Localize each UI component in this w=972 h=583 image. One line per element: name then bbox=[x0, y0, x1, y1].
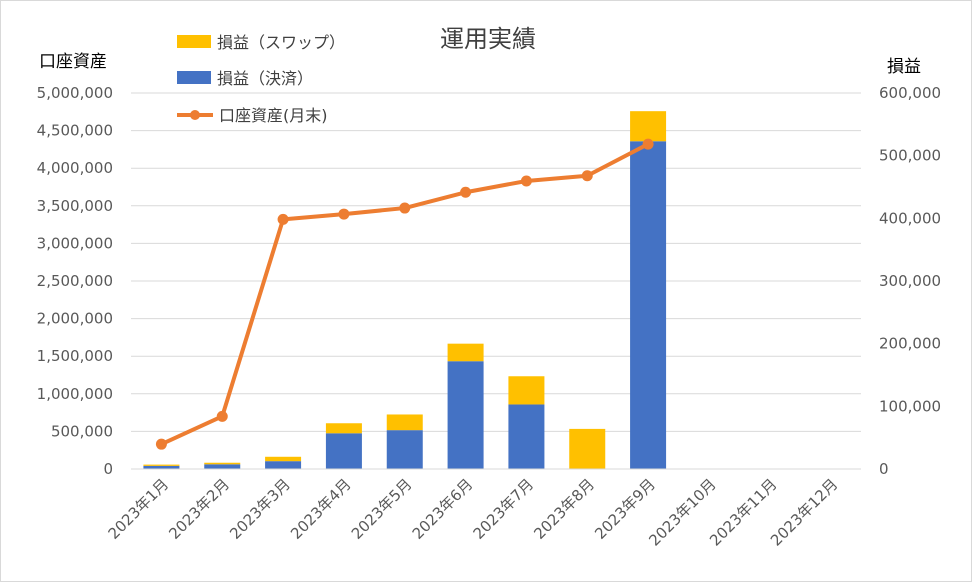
bar-settled bbox=[508, 404, 545, 469]
bar-swap bbox=[630, 111, 667, 142]
right-tick-label: 500,000 bbox=[879, 147, 941, 165]
left-tick-label: 4,000,000 bbox=[37, 159, 113, 177]
bar-settled bbox=[204, 464, 241, 469]
bar-swap bbox=[143, 464, 180, 466]
bar-swap bbox=[265, 456, 302, 462]
x-tick-label: 2023年6月 bbox=[409, 475, 477, 543]
bar-settled bbox=[386, 430, 423, 469]
legend: 損益（スワップ） 損益（決済） 口座資産(月末) bbox=[177, 33, 345, 125]
left-tick-label: 1,000,000 bbox=[37, 385, 113, 403]
left-axis-title: 口座資産 bbox=[39, 52, 107, 72]
right-tick-label: 200,000 bbox=[879, 335, 941, 353]
asset-line-point bbox=[520, 175, 532, 187]
left-tick-label: 1,500,000 bbox=[37, 347, 113, 365]
right-tick-label: 300,000 bbox=[879, 272, 941, 290]
bars bbox=[143, 111, 667, 469]
bar-swap bbox=[447, 343, 484, 362]
bar-settled bbox=[447, 361, 484, 469]
left-tick-label: 4,500,000 bbox=[37, 122, 113, 140]
asset-line-point bbox=[399, 202, 411, 214]
bar-swap bbox=[386, 414, 423, 431]
left-tick-label: 500,000 bbox=[51, 422, 113, 440]
legend-label-settled: 損益（決済） bbox=[217, 69, 313, 88]
asset-line-point bbox=[216, 410, 228, 422]
left-tick-label: 5,000,000 bbox=[37, 84, 113, 102]
x-tick-label: 2023年5月 bbox=[348, 475, 416, 543]
legend-swatch-settled bbox=[177, 71, 211, 84]
x-tick-label: 2023年3月 bbox=[226, 475, 294, 543]
asset-line-point bbox=[155, 438, 167, 450]
asset-line-point bbox=[581, 170, 593, 182]
bar-swap bbox=[325, 423, 362, 434]
left-tick-label: 2,500,000 bbox=[37, 272, 113, 290]
bar-settled bbox=[143, 465, 180, 469]
x-axis-ticks: 2023年1月2023年2月2023年3月2023年4月2023年5月2023年… bbox=[105, 475, 842, 549]
chart-title: 運用実績 bbox=[440, 25, 536, 53]
asset-line-point bbox=[460, 186, 472, 198]
x-tick-label: 2023年4月 bbox=[287, 475, 355, 543]
x-tick-label: 2023年1月 bbox=[105, 475, 173, 543]
legend-swatch-swap bbox=[177, 35, 211, 48]
bar-swap bbox=[204, 462, 241, 465]
right-axis-ticks: 0 100,000 200,000 300,000 400,000 500,000 600,… bbox=[879, 84, 941, 478]
legend-marker-assets bbox=[190, 110, 200, 120]
x-tick-label: 2023年7月 bbox=[470, 475, 538, 543]
x-tick-label: 2023年8月 bbox=[530, 475, 598, 543]
right-tick-label: 100,000 bbox=[879, 397, 941, 415]
right-tick-label: 600,000 bbox=[879, 84, 941, 102]
left-tick-label: 2,000,000 bbox=[37, 310, 113, 328]
bar-settled bbox=[630, 141, 667, 469]
left-tick-label: 0 bbox=[103, 460, 113, 478]
asset-line bbox=[155, 138, 654, 450]
asset-line-point bbox=[277, 213, 289, 225]
asset-line-point bbox=[642, 138, 654, 150]
left-axis-ticks: 0 500,000 1,000,000 1,500,000 2,000,000 2,500… bbox=[37, 84, 113, 478]
asset-line-path bbox=[160, 142, 650, 447]
right-axis-title: 損益 bbox=[887, 57, 921, 77]
right-tick-label: 0 bbox=[879, 460, 889, 478]
legend-label-swap: 損益（スワップ） bbox=[217, 33, 345, 52]
left-tick-label: 3,000,000 bbox=[37, 234, 113, 252]
left-tick-label: 3,500,000 bbox=[37, 197, 113, 215]
bar-swap bbox=[569, 428, 606, 469]
bar-swap bbox=[508, 376, 545, 405]
gridlines bbox=[131, 92, 861, 432]
right-tick-label: 400,000 bbox=[879, 209, 941, 227]
bar-settled bbox=[325, 433, 362, 469]
asset-line-point bbox=[338, 208, 350, 220]
legend-label-assets: 口座資産(月末) bbox=[219, 106, 328, 125]
bar-settled bbox=[265, 461, 302, 469]
x-tick-label: 2023年2月 bbox=[165, 475, 233, 543]
